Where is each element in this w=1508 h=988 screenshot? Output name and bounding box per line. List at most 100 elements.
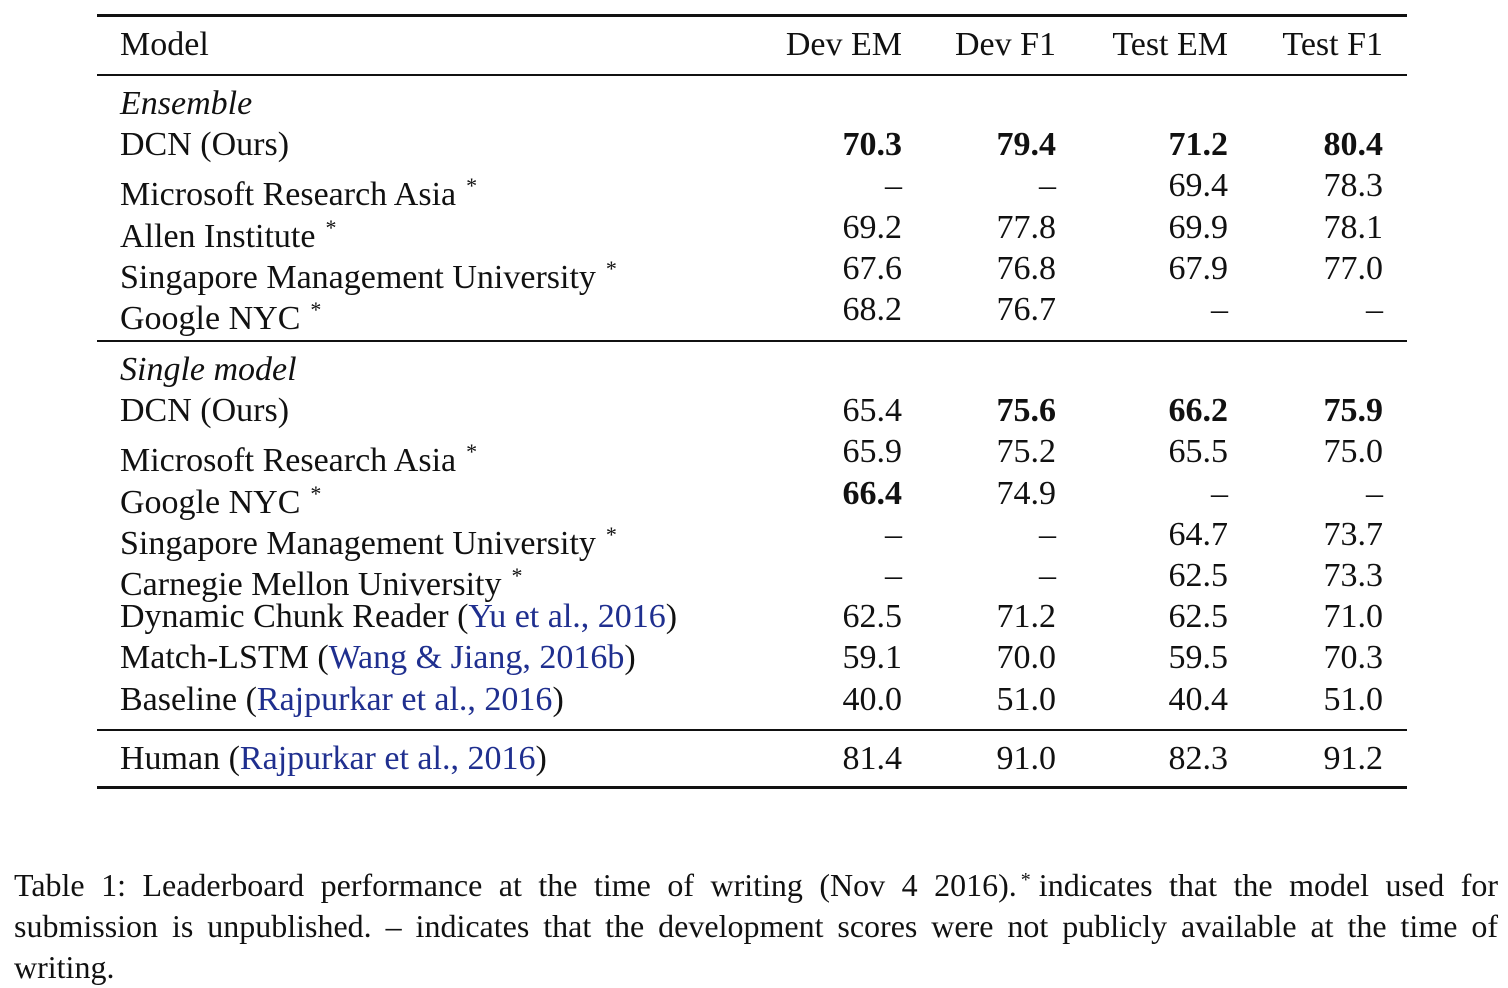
model-name: Microsoft Research Asia * <box>120 431 477 481</box>
score-cell: 67.9 <box>1168 249 1229 287</box>
score-cell: 59.5 <box>1168 639 1229 677</box>
model-name: Match-LSTM (Wang & Jiang, 2016b) <box>120 639 636 677</box>
header-col: Test F1 <box>1282 26 1383 63</box>
score-cell: 62.5 <box>1168 557 1229 594</box>
score-cell: – <box>1366 474 1383 512</box>
section-label: Single model <box>120 351 297 388</box>
score-cell: 71.2 <box>996 598 1057 636</box>
header-model: Model <box>120 26 209 63</box>
score-cell: – <box>1039 167 1056 205</box>
score-cell: 40.4 <box>1168 680 1229 718</box>
table-row: Google NYC * 68.2 76.7 – – <box>0 289 1508 337</box>
score-cell: – <box>1211 474 1228 512</box>
score-cell: 71.0 <box>1323 598 1384 636</box>
model-name: Allen Institute * <box>120 207 336 257</box>
score-cell: 62.5 <box>1168 598 1229 636</box>
score-cell: 65.4 <box>842 392 903 430</box>
score-cell: 76.8 <box>996 249 1057 287</box>
section-rule <box>97 729 1407 731</box>
score-cell: 81.4 <box>842 740 903 777</box>
citation-link[interactable]: Wang & Jiang, 2016b <box>328 639 625 677</box>
score-cell: – <box>885 167 902 205</box>
model-name: Google NYC * <box>120 289 321 339</box>
score-cell: 64.7 <box>1168 515 1229 553</box>
unpublished-asterisk: * <box>466 173 478 199</box>
model-name: Singapore Management University * <box>120 514 617 564</box>
model-label: Google NYC <box>120 300 301 337</box>
caption-part2: indicates that the model used for submis… <box>14 867 1499 985</box>
header-col: Dev F1 <box>954 26 1056 63</box>
model-name: Dynamic Chunk Reader (Yu et al., 2016) <box>120 598 678 636</box>
section-rule <box>97 340 1407 342</box>
model-name: Microsoft Research Asia * <box>120 165 477 215</box>
score-cell: 40.0 <box>842 680 903 718</box>
unpublished-asterisk: * <box>605 255 617 281</box>
unpublished-asterisk: * <box>511 563 523 588</box>
score-cell: 75.0 <box>1323 433 1384 471</box>
model-label: Microsoft Research Asia <box>120 176 457 214</box>
score-cell: 70.3 <box>842 126 903 164</box>
table-row: Dynamic Chunk Reader (Yu et al., 2016) 62… <box>0 596 1508 637</box>
model-label: Allen Institute <box>120 217 316 255</box>
score-cell: 65.5 <box>1168 433 1229 471</box>
score-cell: 59.1 <box>842 639 903 677</box>
table-row: Singapore Management University * 67.6 76.8… <box>0 248 1508 296</box>
score-cell: – <box>1039 515 1056 553</box>
score-cell: 77.8 <box>996 208 1057 246</box>
model-label: Dynamic Chunk Reader <box>120 598 449 636</box>
score-cell: 76.7 <box>996 291 1057 328</box>
model-name: DCN (Ours) <box>120 390 289 431</box>
model-name: Human (Rajpurkar et al., 2016) <box>120 740 547 777</box>
citation-link[interactable]: Rajpurkar et al., 2016 <box>239 740 536 777</box>
model-label: Google NYC <box>120 483 301 521</box>
citation-link[interactable]: Rajpurkar et al., 2016 <box>256 680 553 718</box>
score-cell: 91.2 <box>1323 740 1384 777</box>
model-label: Singapore Management University <box>120 258 596 296</box>
score-cell: 80.4 <box>1323 126 1384 164</box>
model-label: Carnegie Mellon University <box>120 566 502 603</box>
header-col: Test EM <box>1112 26 1228 63</box>
score-cell: – <box>885 515 902 553</box>
table-row: Allen Institute * 69.2 77.8 69.9 78.1 <box>0 207 1508 255</box>
section-label-row: Ensemble <box>0 83 1508 124</box>
table-row: Baseline (Rajpurkar et al., 2016) 40.0 51.… <box>0 679 1508 720</box>
score-cell: 75.2 <box>996 433 1057 471</box>
score-cell: 91.0 <box>996 740 1057 777</box>
score-cell: 66.2 <box>1168 392 1229 430</box>
table-row: DCN (Ours) 70.3 79.4 71.2 80.4 <box>0 124 1508 165</box>
model-label: Match-LSTM <box>120 639 309 677</box>
citation-link[interactable]: Yu et al., 2016 <box>468 598 666 636</box>
score-cell: – <box>885 557 902 594</box>
header-rule <box>97 74 1407 76</box>
score-cell: 68.2 <box>842 291 903 328</box>
top-rule <box>97 14 1407 17</box>
table-row: Google NYC * 66.4 74.9 – – <box>0 473 1508 521</box>
model-label: Human <box>120 740 221 777</box>
model-label: Microsoft Research Asia <box>120 442 457 480</box>
header-col: Dev EM <box>785 26 902 63</box>
score-cell: 78.3 <box>1323 167 1384 205</box>
score-cell: – <box>1366 291 1383 328</box>
score-cell: 75.9 <box>1323 392 1384 430</box>
score-cell: 75.6 <box>996 392 1057 430</box>
unpublished-asterisk: * <box>605 521 617 547</box>
header-row: Model Dev EM Dev F1 Test EM Test F1 <box>0 24 1508 65</box>
model-label: DCN (Ours) <box>120 392 290 430</box>
score-cell: 73.3 <box>1323 557 1384 594</box>
caption-part1: Table 1: Leaderboard performance at the … <box>14 867 1017 903</box>
model-name: Carnegie Mellon University * <box>120 555 522 605</box>
table-row: Human (Rajpurkar et al., 2016) 81.4 91.0 82… <box>0 738 1508 779</box>
score-cell: 77.0 <box>1323 249 1384 287</box>
unpublished-asterisk: * <box>325 214 337 240</box>
model-name: DCN (Ours) <box>120 124 289 165</box>
score-cell: 51.0 <box>996 680 1057 718</box>
score-cell: 66.4 <box>842 474 903 512</box>
model-label: DCN (Ours) <box>120 126 290 164</box>
section-label: Ensemble <box>120 85 253 122</box>
table-row: Microsoft Research Asia * – – 69.4 78.3 <box>0 165 1508 213</box>
unpublished-asterisk: * <box>310 480 322 506</box>
score-cell: 69.9 <box>1168 208 1229 246</box>
model-label: Baseline <box>120 680 238 718</box>
score-cell: 70.0 <box>996 639 1057 677</box>
bottom-rule <box>97 786 1407 789</box>
